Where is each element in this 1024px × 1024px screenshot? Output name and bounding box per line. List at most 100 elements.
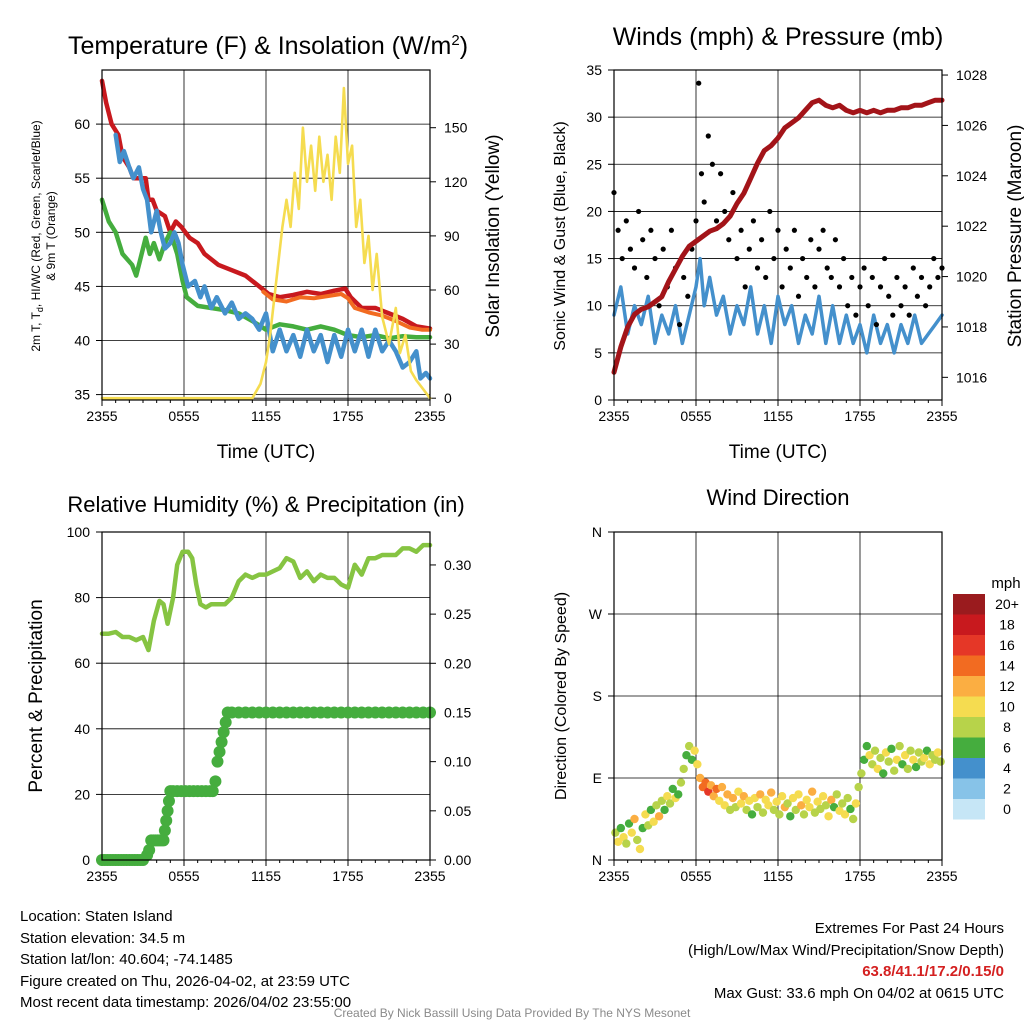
temp-series-orange	[261, 289, 432, 332]
colorbar-swatch	[953, 799, 985, 820]
wind-gust-point	[734, 255, 740, 262]
wind-x-tick-label: 0555	[680, 408, 711, 424]
temp-x-tick-label: 2355	[414, 408, 445, 424]
wind-y2-tick-label: 1016	[956, 369, 987, 385]
dir-point	[848, 814, 858, 824]
dir-point	[736, 799, 746, 808]
dir-point	[679, 764, 688, 774]
wind-gust-point	[882, 255, 888, 262]
wind-gust-point	[927, 284, 933, 290]
dir-point	[690, 746, 699, 755]
dir-point	[807, 787, 817, 796]
temp-y-label-end: , HI/WC (Red, Green, Scarlet/Blue)	[29, 120, 43, 307]
dir-point	[851, 799, 861, 808]
wind-gust-point	[677, 321, 683, 328]
wind-gust-point	[824, 265, 830, 271]
dir-point	[797, 801, 806, 810]
rh-y-label: Percent & Precipitation	[26, 599, 47, 792]
colorbar-swatch	[953, 655, 985, 676]
wind-gust-point	[631, 265, 638, 271]
rh-y-tick-label: 100	[67, 524, 91, 540]
wind-gust-point	[783, 246, 789, 252]
colorbar-swatch	[953, 594, 985, 615]
temp-y2-tick-label: 120	[444, 174, 468, 190]
colorbar-label: 2	[1003, 781, 1011, 797]
wind-gust-point	[804, 274, 810, 281]
colorbar-label: 10	[999, 699, 1015, 715]
dir-point	[633, 835, 642, 845]
colorbar-label: 4	[1003, 760, 1011, 776]
wind-gust-point	[754, 265, 761, 271]
wind-y-tick-label: 30	[586, 109, 602, 125]
rh-y2-tick-label: 0.05	[444, 803, 471, 819]
wind-gust-point	[698, 171, 705, 177]
rh-y-tick-label: 0	[82, 852, 90, 868]
wind-gust-point	[746, 246, 752, 252]
dir-point	[876, 753, 885, 763]
dir-point	[802, 795, 811, 805]
wind-gust-point	[820, 227, 826, 233]
wind-gust-point	[738, 227, 744, 233]
rh-precip-point	[213, 745, 226, 758]
temp-y2-tick-label: 60	[444, 282, 460, 298]
dir-point	[775, 810, 784, 819]
colorbar-label: 8	[1003, 719, 1011, 735]
dir-y-tick-label: N	[592, 852, 602, 868]
wind-gust-point	[759, 237, 765, 243]
colorbar-swatch	[953, 696, 985, 717]
temp-x-label: Time (UTC)	[217, 442, 316, 463]
wind-x-tick-label: 1755	[844, 408, 875, 424]
rh-precip-point	[209, 775, 222, 788]
wind-gust-point	[849, 274, 855, 281]
dir-point	[862, 741, 872, 751]
dir-point	[909, 755, 918, 764]
extremes-info: Extremes For Past 24 Hours (High/Low/Max…	[688, 918, 1004, 1004]
dir-point	[936, 757, 945, 766]
temp-y-tick-label: 40	[74, 332, 90, 348]
wind-gust-point	[644, 274, 650, 281]
wind-gust-point	[832, 237, 839, 243]
wind-gust-point	[775, 227, 781, 233]
dir-point	[753, 802, 762, 812]
wind-y2-tick-label: 1022	[956, 218, 987, 234]
colorbar-swatch	[953, 758, 985, 779]
wind-gust-point	[787, 265, 793, 271]
rh-y-tick-label: 60	[74, 655, 90, 671]
dir-point	[619, 833, 628, 842]
colorbar-label: 18	[999, 617, 1015, 633]
colorbar-swatch	[953, 717, 985, 738]
dir-point	[805, 802, 814, 812]
wind-y-tick-label: 10	[586, 298, 602, 314]
dir-point	[766, 788, 776, 797]
rh-x-tick-label: 0555	[168, 868, 199, 884]
dir-point	[616, 823, 626, 833]
dir-point	[879, 769, 888, 778]
colorbar-label: 6	[1003, 740, 1011, 756]
temp-y2-tick-label: 30	[444, 336, 460, 352]
wind-y2-tick-label: 1024	[956, 168, 987, 184]
rh-precip-point	[162, 794, 175, 807]
wind-gust-point	[816, 246, 822, 252]
temp-title-sup: 2	[451, 32, 459, 49]
rh-y-tick-label: 80	[74, 590, 90, 606]
dir-y-tick-label: W	[589, 606, 603, 622]
colorbar-swatch	[953, 778, 985, 799]
dir-point	[627, 828, 636, 837]
wind-gust-point	[722, 208, 728, 215]
wind-gust-point	[886, 293, 892, 299]
rh-y2-tick-label: 0.20	[444, 655, 471, 671]
rh-x-tick-label: 1155	[251, 868, 281, 884]
wind-gust-point	[906, 312, 912, 318]
temp-title-text: Temperature (F) & Insolation (W/m	[68, 32, 451, 60]
colorbar-label: 14	[999, 658, 1015, 674]
rh-precip-point	[217, 726, 230, 739]
colorbar-label: 12	[999, 678, 1015, 694]
dir-point	[799, 810, 809, 819]
wind-y2-tick-label: 1028	[956, 67, 987, 83]
colorbar-label: 16	[999, 637, 1015, 653]
dir-point	[906, 746, 915, 755]
wind-gust-point	[742, 284, 748, 290]
dir-point	[676, 778, 686, 787]
rh-y2-tick-label: 0.00	[444, 852, 471, 868]
rh-y2-tick-label: 0.10	[444, 754, 471, 770]
